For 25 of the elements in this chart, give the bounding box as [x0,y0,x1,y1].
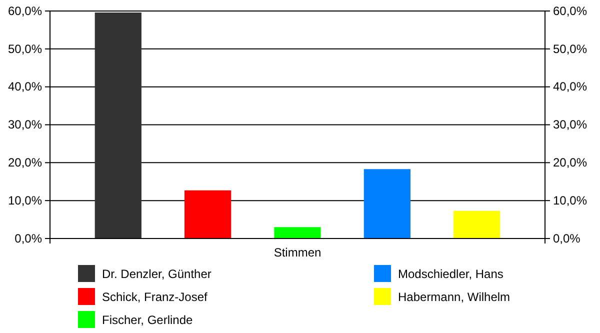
text: 0,0% [553,231,580,246]
y-tick-label: 0,0% [14,231,42,246]
bar [364,169,410,238]
bar [454,210,500,238]
bar [94,12,142,238]
text: 10,0% [553,193,588,208]
x-tick-label: Stimmen [274,246,322,260]
y-tick-label: 30,0% [8,118,42,132]
y-tick-label: 40,0% [8,80,42,94]
y-tick-label: 50,0% [8,42,42,56]
y-tick-label: 10,0% [8,193,42,208]
legend-label: Fischer, Gerlinde [102,313,194,328]
y-tick-label: 20,0% [8,156,42,170]
text: 50,0% [553,42,588,56]
legend-label: Modschiedler, Hans [398,267,504,282]
text: 20,0% [553,156,588,170]
legend-label: Dr. Denzler, Günther [102,267,212,282]
bar [274,227,321,238]
text: 60,0% [553,4,588,18]
legend-label: Schick, Franz-Josef [102,290,208,304]
y-tick-label: 60,0% [8,4,42,18]
legend-label: Habermann, Wilhelm [398,290,510,304]
bar [184,190,232,238]
text: 30,0% [553,118,588,132]
text: 40,0% [553,80,588,94]
